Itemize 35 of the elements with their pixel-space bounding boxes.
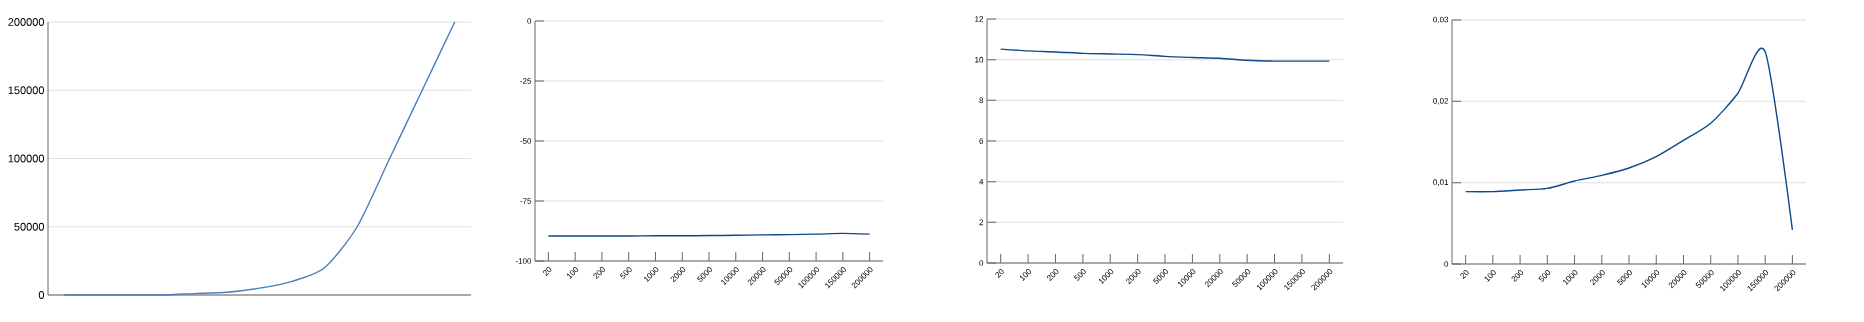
- y-tick-label: 0: [979, 260, 984, 266]
- y-tick-label: -50: [520, 138, 532, 144]
- y-tick-label: -75: [520, 198, 532, 204]
- x-tick-label: 20: [1460, 270, 1469, 279]
- y-tick-label: 2: [979, 219, 984, 226]
- y-tick-label: 200000: [8, 18, 45, 26]
- x-tick-label: 100: [1484, 270, 1496, 282]
- x-tick-label: 200: [1511, 270, 1524, 283]
- y-tick-label: 0: [527, 18, 532, 24]
- line-series: [63, 21, 456, 296]
- y-tick-label: 100000: [8, 154, 45, 163]
- y-tick-label: 150000: [8, 86, 45, 95]
- y-tick-label: 0,02: [1433, 98, 1449, 105]
- x-tick-label: 20: [995, 269, 1004, 278]
- y-tick-label: 4: [979, 178, 984, 185]
- y-tick-label: 12: [975, 16, 984, 22]
- x-tick-label: 500: [1073, 269, 1086, 281]
- x-tick-label: 100: [1019, 269, 1032, 281]
- y-tick-label: 0: [1444, 261, 1449, 267]
- x-tick-label: 200: [593, 267, 605, 280]
- y-tick-label: -100: [515, 258, 532, 264]
- x-tick-label: 500: [619, 267, 632, 279]
- y-tick-label: 50000: [14, 222, 45, 231]
- y-tick-label: 0,03: [1433, 16, 1449, 24]
- y-tick-label: 8: [979, 97, 984, 104]
- y-tick-label: 10: [975, 56, 984, 63]
- y-tick-label: 0,01: [1433, 179, 1449, 186]
- x-tick-label: 500: [1538, 270, 1551, 282]
- x-tick-label: 100: [566, 267, 579, 279]
- x-tick-label: 20: [543, 267, 552, 276]
- line-series: [1000, 48, 1331, 62]
- y-tick-label: 0: [38, 291, 45, 299]
- y-tick-label: -25: [520, 78, 532, 84]
- x-tick-label: 200: [1047, 269, 1059, 282]
- y-tick-label: 6: [979, 138, 984, 144]
